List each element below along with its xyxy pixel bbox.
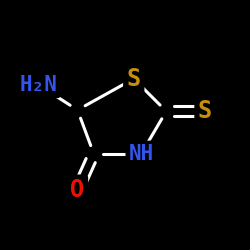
Text: S: S xyxy=(127,67,141,91)
Text: NH: NH xyxy=(128,144,154,164)
Text: S: S xyxy=(198,99,212,123)
Text: O: O xyxy=(70,178,85,202)
Text: H₂N: H₂N xyxy=(20,75,58,95)
